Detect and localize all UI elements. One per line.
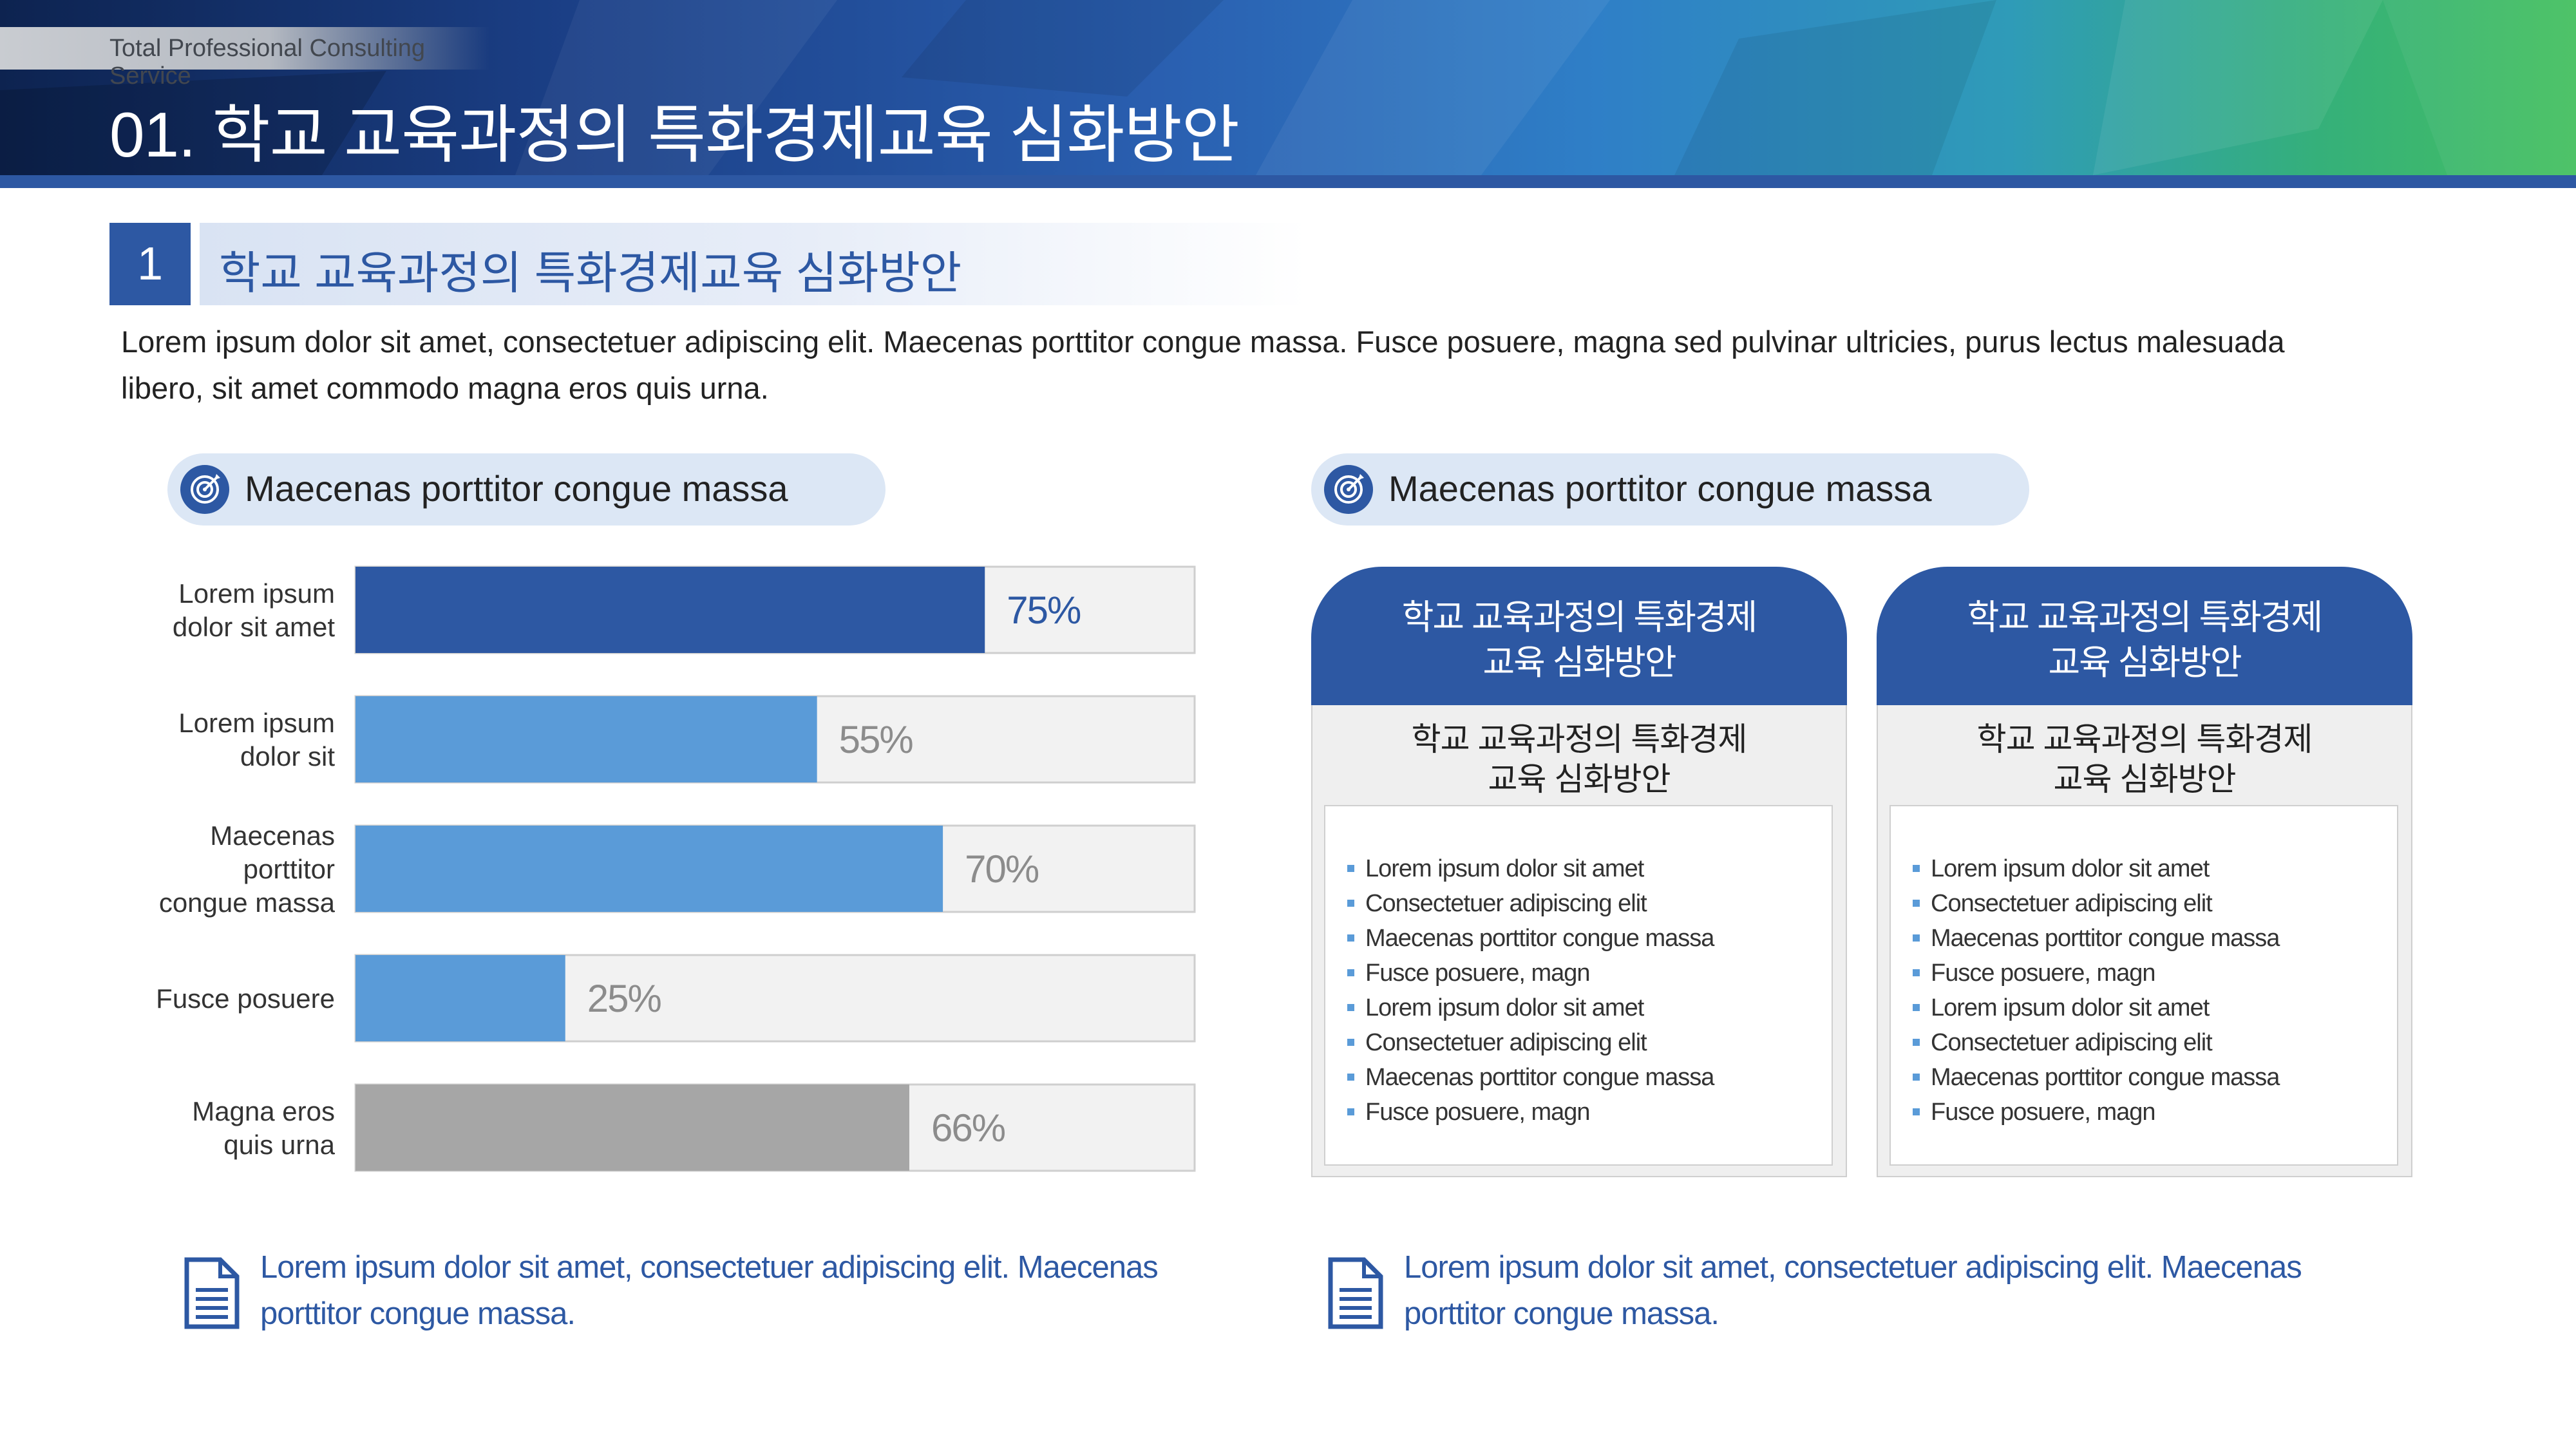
bar-value-label: 66% [931, 1106, 1005, 1150]
list-item: Consectetuer adipiscing elit [1347, 886, 1832, 921]
document-icon [184, 1257, 240, 1329]
card-header-line: 학교 교육과정의 특화경제 [1967, 598, 2324, 637]
section-number: 1 [109, 223, 191, 305]
bar [355, 1084, 909, 1171]
bar [355, 826, 943, 912]
right-panel-heading: Maecenas porttitor congue massa [1311, 453, 2029, 526]
card-bullet-list: Lorem ipsum dolor sit amet Consectetuer … [1889, 805, 2398, 1166]
bar-category-label-line: Maecenas [210, 820, 335, 851]
header-divider [0, 175, 2576, 188]
target-icon [1324, 465, 1373, 514]
bar-value-label: 25% [587, 977, 661, 1020]
card-subtitle-line: 학교 교육과정의 특화경제 [1411, 721, 1748, 757]
bar [355, 567, 985, 653]
card-header: 학교 교육과정의 특화경제 교육 심화방안 [1877, 567, 2412, 705]
service-tag-text: Total Professional Consulting Service [109, 35, 426, 90]
info-card: 학교 교육과정의 특화경제 교육 심화방안 학교 교육과정의 특화경제 교육 심… [1311, 567, 1847, 1179]
bar-category-label-line: porttitor [243, 854, 335, 884]
card-body: 학교 교육과정의 특화경제 교육 심화방안 Lorem ipsum dolor … [1311, 705, 1847, 1177]
list-item: Lorem ipsum dolor sit amet [1913, 990, 2397, 1025]
left-panel-heading: Maecenas porttitor congue massa [167, 453, 886, 526]
bar [355, 955, 565, 1041]
card-header-line: 교육 심화방안 [2048, 643, 2242, 682]
bar-category-label-line: dolor sit amet [173, 612, 335, 642]
card-subtitle: 학교 교육과정의 특화경제 교육 심화방안 [1312, 719, 1846, 799]
service-tag: Total Professional Consulting Service [0, 27, 489, 90]
page-title: 01. 학교 교육과정의 특화경제교육 심화방안 [109, 99, 1240, 170]
card-bullet-list: Lorem ipsum dolor sit amet Consectetuer … [1324, 805, 1833, 1166]
card-header-line: 학교 교육과정의 특화경제 [1401, 598, 1758, 637]
left-panel-heading-text: Maecenas porttitor congue massa [245, 468, 788, 509]
right-panel-heading-text: Maecenas porttitor congue massa [1388, 468, 1932, 509]
section-bar: 학교 교육과정의 특화경제교육 심화방안 [200, 223, 1307, 305]
bar-category-label: Lorem ipsum dolor sit [178, 708, 335, 772]
section-title: 학교 교육과정의 특화경제교육 심화방안 [219, 248, 962, 298]
list-item: Fusce posuere, magn [1913, 956, 2397, 990]
list-item: Consectetuer adipiscing elit [1347, 1025, 1832, 1060]
bar-category-label-line: Lorem ipsum [178, 708, 335, 738]
list-item: Consectetuer adipiscing elit [1913, 886, 2397, 921]
bar-category-label-line: quis urna [223, 1130, 335, 1160]
list-item: Fusce posuere, magn [1913, 1095, 2397, 1130]
document-icon [1328, 1257, 1383, 1329]
list-item: Maecenas porttitor congue massa [1913, 921, 2397, 956]
bar-category-label: Magna eros quis urna [192, 1096, 335, 1160]
card-header-text: 학교 교육과정의 특화경제 교육 심화방안 [1311, 595, 1847, 685]
list-item: Lorem ipsum dolor sit amet [1347, 990, 1832, 1025]
list-item: Lorem ipsum dolor sit amet [1913, 851, 2397, 886]
bar-category-label-line: dolor sit [240, 741, 335, 772]
card-subtitle-line: 학교 교육과정의 특화경제 [1976, 721, 2313, 757]
list-item: Maecenas porttitor congue massa [1913, 1060, 2397, 1095]
list-item: Consectetuer adipiscing elit [1913, 1025, 2397, 1060]
target-icon [180, 465, 229, 514]
card-subtitle: 학교 교육과정의 특화경제 교육 심화방안 [1878, 719, 2411, 799]
card-subtitle-line: 교육 심화방안 [2053, 761, 2237, 797]
bar-category-label: Fusce posuere [156, 983, 335, 1014]
list-item: Maecenas porttitor congue massa [1347, 921, 1832, 956]
intro-paragraph: Lorem ipsum dolor sit amet, consectetuer… [121, 325, 2285, 405]
info-card: 학교 교육과정의 특화경제 교육 심화방안 학교 교육과정의 특화경제 교육 심… [1877, 567, 2412, 1179]
bar-category-label-line: congue massa [159, 887, 336, 918]
footnote-text: Lorem ipsum dolor sit amet, consectetuer… [1404, 1250, 2302, 1331]
list-item: Fusce posuere, magn [1347, 956, 1832, 990]
bar-value-label: 75% [1007, 589, 1081, 632]
bar-category-label-line: Lorem ipsum [178, 578, 335, 609]
bar [355, 696, 817, 782]
header-facets-decoration [0, 0, 2576, 175]
list-item: Maecenas porttitor congue massa [1347, 1060, 1832, 1095]
bar-category-label: Lorem ipsum dolor sit amet [173, 578, 335, 642]
card-header-text: 학교 교육과정의 특화경제 교육 심화방안 [1877, 595, 2412, 685]
card-subtitle-line: 교육 심화방안 [1488, 761, 1671, 797]
card-header: 학교 교육과정의 특화경제 교육 심화방안 [1311, 567, 1847, 705]
list-item: Fusce posuere, magn [1347, 1095, 1832, 1130]
card-header-line: 교육 심화방안 [1482, 643, 1676, 682]
card-body: 학교 교육과정의 특화경제 교육 심화방안 Lorem ipsum dolor … [1877, 705, 2412, 1177]
bar-value-label: 55% [839, 718, 913, 761]
header-banner: Total Professional Consulting Service 01… [0, 0, 2576, 175]
bar-category-label: Maecenas porttitor congue massa [159, 820, 336, 918]
footnote-text: Lorem ipsum dolor sit amet, consectetuer… [260, 1250, 1159, 1331]
list-item: Lorem ipsum dolor sit amet [1347, 851, 1832, 886]
bar-value-label: 70% [965, 848, 1039, 891]
bar-category-label-line: Magna eros [192, 1096, 335, 1126]
bar-category-label-line: Fusce posuere [156, 983, 335, 1014]
